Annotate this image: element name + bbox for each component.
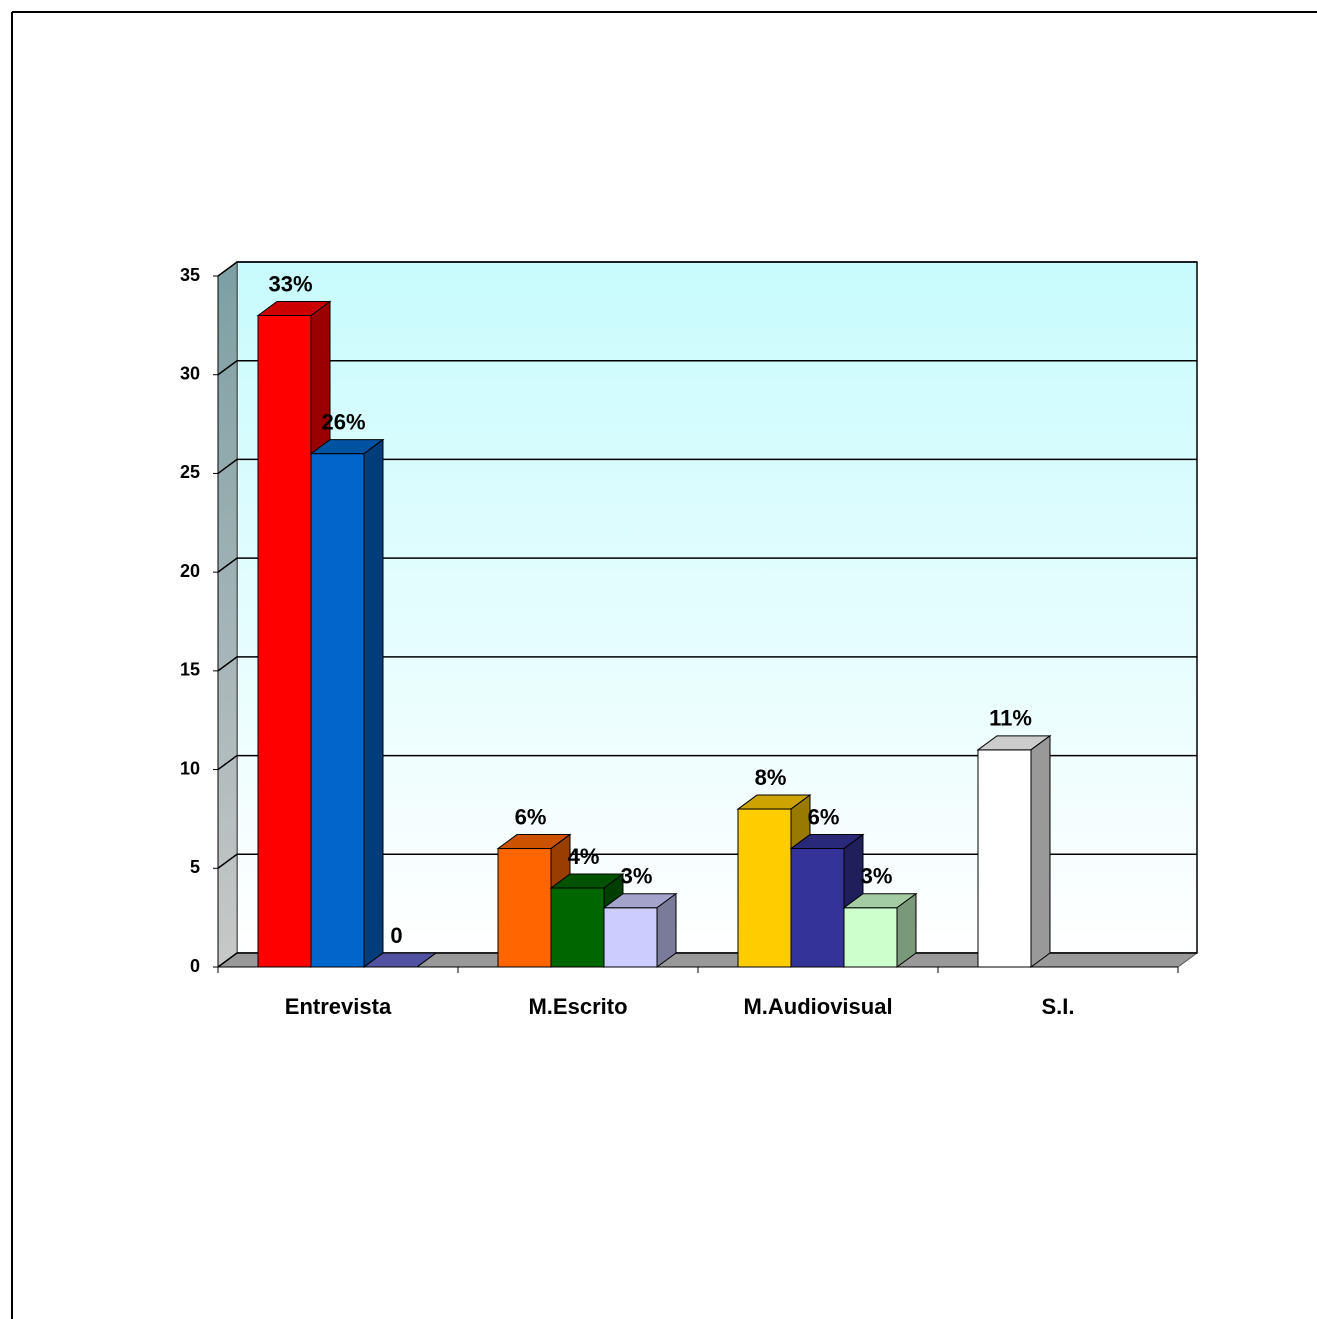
bar <box>737 808 792 968</box>
data-label: 3% <box>621 864 653 889</box>
y-tick-label: 20 <box>180 561 200 581</box>
bar <box>257 314 312 968</box>
y-tick-label: 10 <box>180 758 200 778</box>
grid-line <box>217 656 1197 672</box>
grid-line <box>217 458 1197 475</box>
x-tick-label: M.Audiovisual <box>743 994 892 1019</box>
bar <box>977 749 1032 968</box>
data-label: 8% <box>755 765 787 790</box>
data-label: 4% <box>568 844 600 869</box>
data-label: 6% <box>515 804 547 829</box>
data-label: 33% <box>268 271 312 296</box>
y-tick-label: 35 <box>180 265 200 285</box>
grid-line <box>217 754 1197 771</box>
data-label: 0 <box>390 923 402 948</box>
y-tick-label: 30 <box>180 363 200 383</box>
data-label: 11% <box>989 706 1032 731</box>
bar <box>497 848 552 968</box>
bar <box>550 887 605 968</box>
bar <box>603 907 658 968</box>
bar-side <box>363 438 384 968</box>
grid-line <box>217 359 1197 376</box>
bar-side <box>896 892 917 968</box>
data-label: 26% <box>321 409 365 434</box>
data-label: 6% <box>808 804 840 829</box>
grid-line <box>217 853 1197 869</box>
x-tick-label: Entrevista <box>285 994 392 1019</box>
x-tick-label: S.I. <box>1041 994 1074 1019</box>
bar-side <box>656 892 677 968</box>
bar-side <box>416 952 437 968</box>
bar <box>310 453 365 968</box>
y-tick-label: 25 <box>180 462 200 482</box>
data-label: 3% <box>861 864 893 889</box>
y-tick-label: 15 <box>180 660 200 680</box>
bar <box>790 848 845 968</box>
bar-side <box>1030 734 1051 968</box>
grid-line <box>217 261 1197 277</box>
y-tick-label: 5 <box>190 857 200 877</box>
grid-line <box>217 557 1197 573</box>
x-tick-label: M.Escrito <box>528 994 627 1019</box>
y-tick-label: 0 <box>190 956 200 976</box>
bar <box>843 907 898 968</box>
